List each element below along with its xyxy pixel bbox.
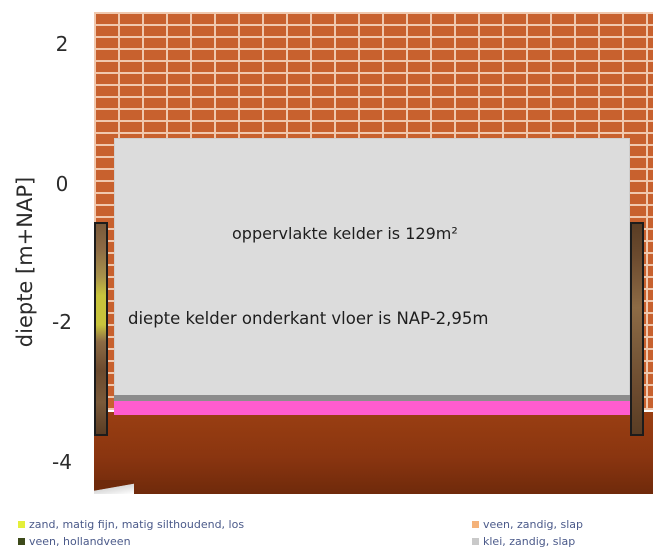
area-text: oppervlakte kelder is 129m² <box>232 224 458 243</box>
y-tick-label: -2 <box>52 310 72 334</box>
y-tick-label: -4 <box>52 450 72 474</box>
legend-swatch <box>472 521 479 528</box>
borehole-column-right <box>630 222 644 436</box>
legend-label: klei, zandig, slap <box>483 535 576 548</box>
legend-label: zand, matig fijn, matig silthoudend, los <box>29 518 245 531</box>
legend-label: veen, hollandveen <box>29 535 131 548</box>
concrete-strip <box>114 395 630 401</box>
basement-depth-annotation: diepte kelder onderkant vloer is NAP-2,9… <box>128 309 489 328</box>
basement-area <box>114 138 630 400</box>
legend-item: veen, zandig, slap <box>472 518 583 531</box>
ground-wedge <box>94 480 134 494</box>
soil-layer <box>94 412 653 494</box>
y-tick-label: 2 <box>55 32 69 56</box>
legend-item: veen, hollandveen <box>18 535 131 548</box>
legend-swatch <box>472 538 479 545</box>
legend-swatch <box>18 521 25 528</box>
legend-item: zand, matig fijn, matig silthoudend, los <box>18 518 244 531</box>
y-tick-label: 0 <box>55 172 69 196</box>
legend-label: veen, zandig, slap <box>483 518 584 531</box>
borehole-column-left <box>94 222 108 436</box>
basement-area-annotation: oppervlakte kelder is 129m² <box>232 224 532 243</box>
subsurface-scene <box>94 12 653 494</box>
legend-item: klei, zandig, slap <box>472 535 575 548</box>
y-axis-label: diepte [m+NAP] <box>13 176 37 348</box>
basement-floor-slab <box>114 401 630 415</box>
legend-swatch <box>18 538 25 545</box>
